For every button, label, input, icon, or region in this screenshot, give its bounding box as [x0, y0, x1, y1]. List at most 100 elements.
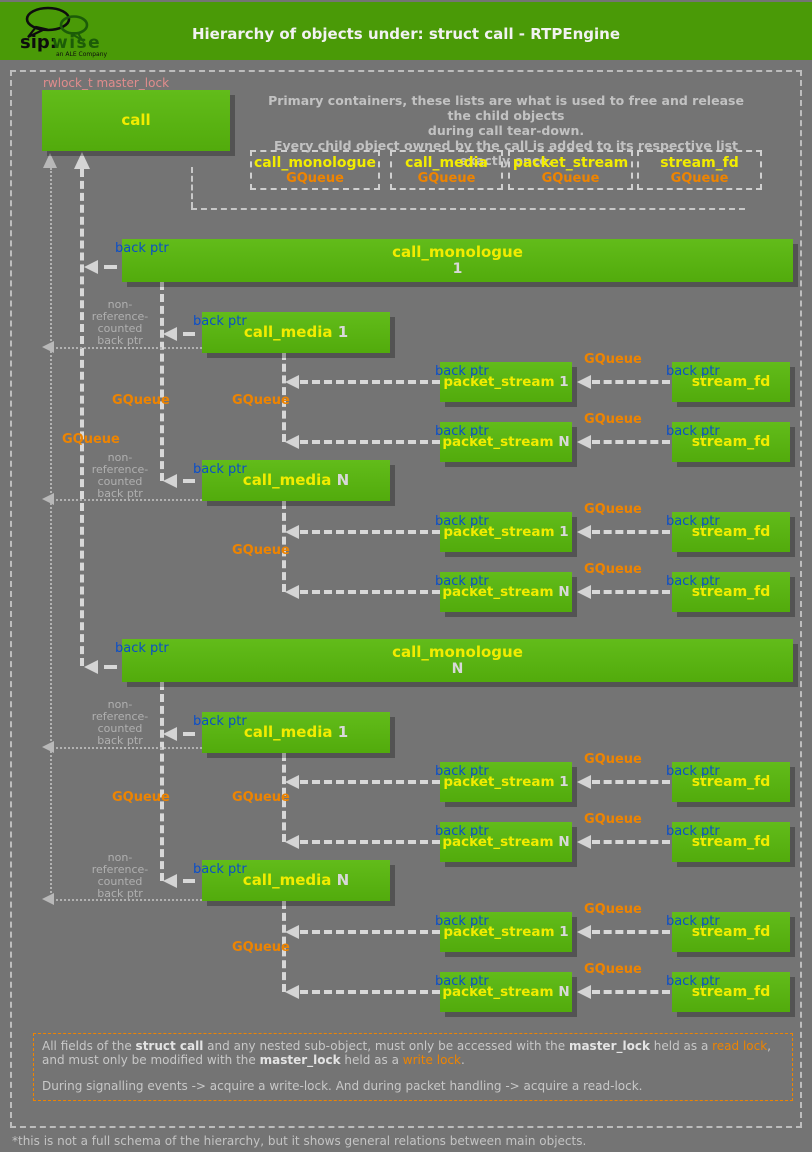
- left-arrowhead-icon: [285, 435, 299, 449]
- non-ref-note: non- reference- counted back ptr: [91, 298, 149, 347]
- box-name: call_media: [242, 871, 332, 889]
- diagram-frame: [10, 70, 802, 1128]
- note-line: Every child object owned by the call is …: [273, 138, 739, 168]
- back-ptr-label: back ptr: [115, 241, 169, 256]
- box-number: 1: [337, 323, 349, 341]
- container-name: call_media: [405, 155, 488, 171]
- left-arrowhead-icon: [577, 375, 591, 389]
- left-arrowhead-icon: [163, 727, 177, 741]
- stream-gqueue-line: [592, 840, 670, 844]
- left-arrowhead-icon: [84, 260, 98, 274]
- gqueue-label: GQueue: [62, 432, 120, 447]
- call-monologue-box: call_monologue N: [122, 639, 793, 682]
- stream-fd-box: stream_fd: [672, 572, 790, 612]
- stream-fd-box: stream_fd: [672, 912, 790, 952]
- back-ptr-label: back ptr: [193, 714, 247, 729]
- container-name: stream_fd: [660, 155, 739, 171]
- stream-gqueue-line: [592, 440, 670, 444]
- left-arrowhead-icon: [285, 925, 299, 939]
- left-arrowhead-icon: [577, 435, 591, 449]
- gqueue-label: GQueue: [232, 393, 290, 408]
- box-name: call_media: [243, 723, 333, 741]
- gqueue-branch-line: [300, 840, 440, 844]
- gqueue-branch-line: [300, 990, 440, 994]
- box-number: 1: [452, 261, 463, 277]
- note-line: during call tear-down.: [427, 123, 585, 138]
- non-ref-line: [52, 499, 202, 501]
- note-line: Primary containers, these lists are what…: [268, 93, 744, 123]
- locking-note-line2: and must only be modified with the maste…: [42, 1052, 465, 1067]
- stream-gqueue-line: [592, 930, 670, 934]
- gqueue-label: GQueue: [112, 393, 170, 408]
- non-ref-line: [52, 747, 202, 749]
- back-ptr-dash: [183, 479, 195, 483]
- logo-wise-text: wise: [52, 33, 101, 53]
- box-number: N: [336, 471, 350, 489]
- gqueue-branch-line: [300, 590, 440, 594]
- left-arrowhead-icon: [285, 525, 299, 539]
- page-title: Hierarchy of objects under: struct call …: [191, 25, 621, 43]
- back-ptr-dash: [104, 665, 117, 669]
- primary-containers-note: Primary containers, these lists are what…: [266, 93, 746, 168]
- logo-sip-text: sip:: [20, 32, 57, 53]
- locking-note-line3: During signalling events -> acquire a wr…: [42, 1079, 643, 1093]
- logo-tagline: an ALE Company: [56, 51, 108, 58]
- gqueue-label: GQueue: [112, 790, 170, 805]
- stream-fd-box: stream_fd: [672, 362, 790, 402]
- box-number: N: [451, 661, 464, 677]
- gqueue-label: GQueue: [232, 940, 290, 955]
- stream-gqueue-line: [592, 780, 670, 784]
- monologue-gqueue-line: [160, 682, 164, 881]
- left-arrowhead-icon: [285, 775, 299, 789]
- stream-fd-box: stream_fd: [672, 422, 790, 462]
- non-ref-line: [52, 347, 202, 349]
- up-arrowhead-icon: [74, 152, 90, 169]
- left-arrowhead-icon: [42, 741, 54, 753]
- left-arrowhead-icon: [84, 660, 98, 674]
- stream-gqueue-line: [592, 990, 670, 994]
- gqueue-label: GQueue: [584, 962, 642, 977]
- gqueue-label: GQueue: [584, 752, 642, 767]
- left-arrowhead-icon: [577, 585, 591, 599]
- container-packet-stream: packet_stream GQueue: [508, 150, 633, 190]
- packet-stream-box: packet_stream 1: [440, 762, 572, 802]
- back-ptr-label: back ptr: [435, 364, 489, 379]
- media-gqueue-line: [282, 501, 286, 592]
- back-ptr-label: back ptr: [193, 314, 247, 329]
- back-ptr-label: back ptr: [435, 424, 489, 439]
- left-arrowhead-icon: [163, 327, 177, 341]
- locking-note-box: All fields of the struct call and any ne…: [33, 1033, 793, 1101]
- gqueue-branch-line: [300, 440, 440, 444]
- box-name: call_media: [243, 323, 333, 341]
- call-box: call: [42, 90, 230, 151]
- left-arrowhead-icon: [285, 375, 299, 389]
- gqueue-label: GQueue: [232, 790, 290, 805]
- container-name: call_monologue: [253, 155, 377, 171]
- call-gqueue-spine: [80, 169, 84, 666]
- sipwise-logo: sip: wise an ALE Company: [20, 6, 108, 58]
- non-ref-note: non- reference- counted back ptr: [91, 851, 149, 900]
- back-ptr-label: back ptr: [193, 862, 247, 877]
- master-lock-label: rwlock_t master_lock: [43, 76, 170, 90]
- non-ref-line: [52, 899, 202, 901]
- left-arrowhead-icon: [285, 835, 299, 849]
- gqueue-label: GQueue: [584, 902, 642, 917]
- container-connector-line: [191, 208, 745, 210]
- up-arrowhead-icon: [43, 153, 57, 168]
- gqueue-label: GQueue: [584, 352, 642, 367]
- back-ptr-label: back ptr: [666, 364, 720, 379]
- container-type: GQueue: [541, 171, 600, 186]
- box-name: call_monologue: [392, 643, 523, 661]
- container-name: packet_stream: [512, 155, 629, 171]
- gqueue-label: GQueue: [584, 412, 642, 427]
- left-arrowhead-icon: [577, 525, 591, 539]
- call-media-box: call_media 1: [202, 312, 390, 353]
- back-ptr-label: back ptr: [666, 914, 720, 929]
- gqueue-label: GQueue: [584, 562, 642, 577]
- left-arrowhead-icon: [577, 925, 591, 939]
- left-arrowhead-icon: [577, 775, 591, 789]
- back-ptr-label: back ptr: [435, 914, 489, 929]
- back-ptr-label: back ptr: [666, 574, 720, 589]
- locking-note-line1: All fields of the struct call and any ne…: [42, 1039, 771, 1053]
